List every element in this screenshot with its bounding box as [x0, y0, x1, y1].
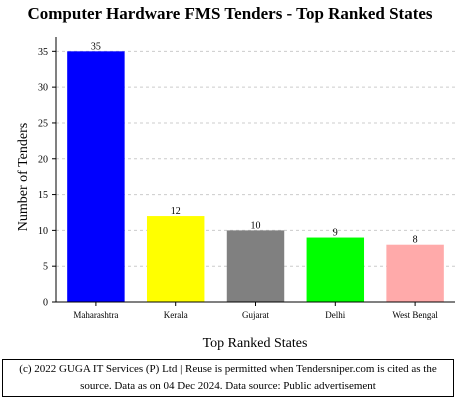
footer-note: (c) 2022 GUGA IT Services (P) Ltd | Reus… — [2, 359, 454, 397]
bar-value-label: 8 — [413, 235, 418, 246]
bar — [226, 230, 285, 302]
y-tick-label: 15 — [38, 190, 48, 201]
bar-value-label: 35 — [91, 41, 101, 52]
bar — [67, 51, 125, 302]
x-tick-label: West Bengal — [392, 310, 438, 320]
x-axis-label: Top Ranked States — [203, 336, 308, 351]
bar-value-label: 12 — [171, 206, 181, 217]
bar — [386, 244, 444, 302]
bar-value-label: 9 — [333, 228, 338, 239]
y-tick-label: 30 — [38, 83, 48, 94]
y-tick-label: 10 — [38, 226, 48, 237]
y-tick-label: 35 — [38, 47, 48, 58]
bars: 35 12 10 9 8 — [67, 41, 444, 302]
y-axis-label: Number of Tenders — [16, 123, 31, 231]
axes: 0 5 10 15 20 25 30 35 Maharashtra Kerala Gujarat De… — [38, 37, 455, 320]
x-tick-label: Kerala — [164, 310, 188, 320]
bar-chart: 35 12 10 9 8 0 5 10 15 20 25 30 35 Maharashtra Kerala… — [16, 37, 455, 351]
y-tick-label: 0 — [43, 298, 48, 309]
y-tick-label: 25 — [38, 118, 48, 129]
y-tick-label: 20 — [38, 154, 48, 165]
x-tick-label: Maharashtra — [73, 310, 118, 320]
bar-value-label: 10 — [251, 220, 261, 231]
x-tick-label: Delhi — [325, 310, 345, 320]
y-tick-label: 5 — [43, 262, 48, 273]
chart-title: Computer Hardware FMS Tenders - Top Rank… — [27, 4, 433, 23]
bar — [146, 216, 205, 302]
bar — [306, 237, 365, 302]
x-tick-label: Gujarat — [242, 310, 269, 320]
